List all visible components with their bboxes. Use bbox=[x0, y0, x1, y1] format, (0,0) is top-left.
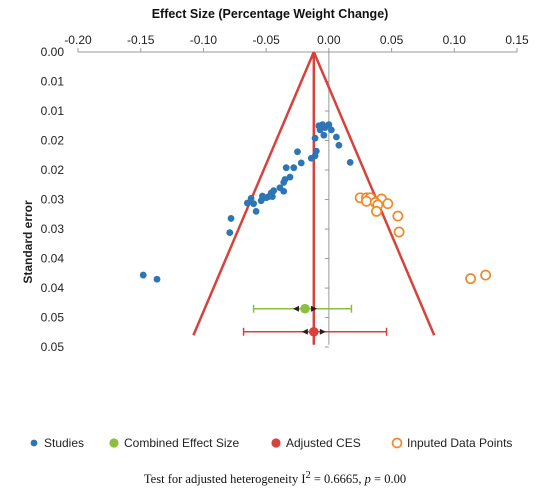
caption-prefix: Test for adjusted heterogeneity I bbox=[143, 472, 306, 487]
x-tick-label: -0.05 bbox=[252, 33, 280, 47]
x-tick-label: -0.10 bbox=[190, 33, 218, 47]
adjusted-ces-point bbox=[309, 326, 319, 337]
caption-sup: 2 bbox=[305, 470, 311, 481]
studies-point bbox=[316, 126, 324, 134]
caption-middle: = 0.6665, bbox=[310, 472, 365, 487]
legend-label-adjusted-ces: Adjusted CES bbox=[286, 436, 361, 450]
y-tick-label: 0.01 bbox=[41, 75, 65, 89]
y-tick-label: 0.04 bbox=[41, 281, 65, 295]
studies-point bbox=[280, 179, 288, 186]
combined-effect-size-arrow-right bbox=[311, 305, 318, 312]
studies-point bbox=[332, 133, 340, 141]
y-tick-label: 0.03 bbox=[41, 222, 65, 236]
x-tick-label: 0.00 bbox=[317, 33, 341, 47]
studies-point bbox=[262, 194, 270, 202]
inputed-data-points-point bbox=[382, 198, 394, 210]
adjusted-ces-arrow-right bbox=[319, 328, 326, 335]
y-tick-label: 0.00 bbox=[41, 45, 65, 59]
inputed-data-points-point bbox=[393, 226, 405, 238]
caption-suffix: = 0.00 bbox=[370, 472, 407, 487]
combined-effect-size-point bbox=[300, 303, 310, 314]
legend-label-inputed-data-points: Inputed Data Points bbox=[407, 436, 512, 450]
y-tick-label: 0.02 bbox=[41, 134, 65, 148]
funnel-right-line bbox=[312, 51, 436, 336]
legend: Studies Combined Effect Size Adjusted CES I… bbox=[30, 436, 512, 450]
chart-title: Effect Size (Percentage Weight Change) bbox=[152, 7, 389, 21]
studies-point bbox=[307, 154, 315, 162]
studies-point bbox=[290, 164, 298, 172]
y-axis-label: Standard error bbox=[21, 200, 35, 284]
caption: Test for adjusted heterogeneity I2 = 0.6… bbox=[0, 470, 550, 487]
funnel-lines bbox=[192, 51, 436, 345]
studies-point bbox=[227, 215, 235, 222]
data-points bbox=[139, 121, 492, 337]
studies-point bbox=[257, 197, 265, 205]
x-tick-label: 0.10 bbox=[443, 33, 467, 47]
combined-effect-size-arrow-left bbox=[293, 305, 300, 312]
funnel-left-line bbox=[192, 51, 315, 336]
studies-point bbox=[280, 187, 288, 195]
studies-point bbox=[282, 164, 290, 172]
studies-point bbox=[247, 194, 255, 202]
studies-point bbox=[320, 131, 328, 139]
x-tick-label: 0.05 bbox=[380, 33, 404, 47]
studies-point bbox=[294, 148, 301, 156]
y-tick-label: 0.02 bbox=[41, 163, 65, 177]
studies-point bbox=[250, 200, 257, 208]
inputed-data-points-point bbox=[392, 210, 404, 222]
legend-marker-inputed-data-points bbox=[391, 437, 403, 449]
x-tick-label: -0.15 bbox=[127, 33, 155, 47]
y-tick-label: 0.04 bbox=[41, 252, 65, 266]
adjusted-ces-arrow-left bbox=[301, 328, 308, 335]
studies-point bbox=[139, 271, 147, 279]
legend-label-studies: Studies bbox=[44, 436, 84, 450]
studies-point bbox=[327, 126, 335, 134]
studies-point bbox=[297, 159, 305, 167]
legend-marker-combined-effect-size bbox=[109, 438, 119, 448]
x-tick-label: 0.15 bbox=[505, 33, 529, 47]
inputed-data-points-point bbox=[480, 269, 492, 281]
studies-point bbox=[346, 158, 354, 166]
studies-point bbox=[335, 141, 343, 149]
caption-p-symbol: p bbox=[364, 472, 371, 487]
x-tick-label: -0.20 bbox=[64, 33, 92, 47]
y-tick-label: 0.05 bbox=[41, 311, 65, 325]
studies-point bbox=[226, 229, 234, 236]
funnel-plot: Effect Size (Percentage Weight Change) S… bbox=[21, 7, 529, 450]
inputed-data-points-point bbox=[361, 195, 372, 207]
studies-point bbox=[252, 207, 260, 215]
studies-point bbox=[243, 199, 251, 207]
inputed-data-points-point bbox=[465, 273, 477, 285]
axes: -0.20 -0.15 -0.10 -0.05 0.00 0.05 0.10 0.15 0.00… bbox=[41, 33, 529, 354]
y-tick-label: 0.01 bbox=[41, 104, 65, 118]
y-tick-label: 0.03 bbox=[41, 193, 65, 207]
studies-point bbox=[153, 275, 161, 283]
inputed-data-points-point bbox=[371, 205, 382, 217]
legend-label-combined-effect-size: Combined Effect Size bbox=[124, 436, 239, 450]
legend-marker-studies bbox=[30, 439, 38, 447]
studies-point bbox=[311, 134, 319, 142]
y-tick-label: 0.05 bbox=[41, 340, 65, 354]
legend-marker-adjusted-ces bbox=[271, 438, 281, 448]
